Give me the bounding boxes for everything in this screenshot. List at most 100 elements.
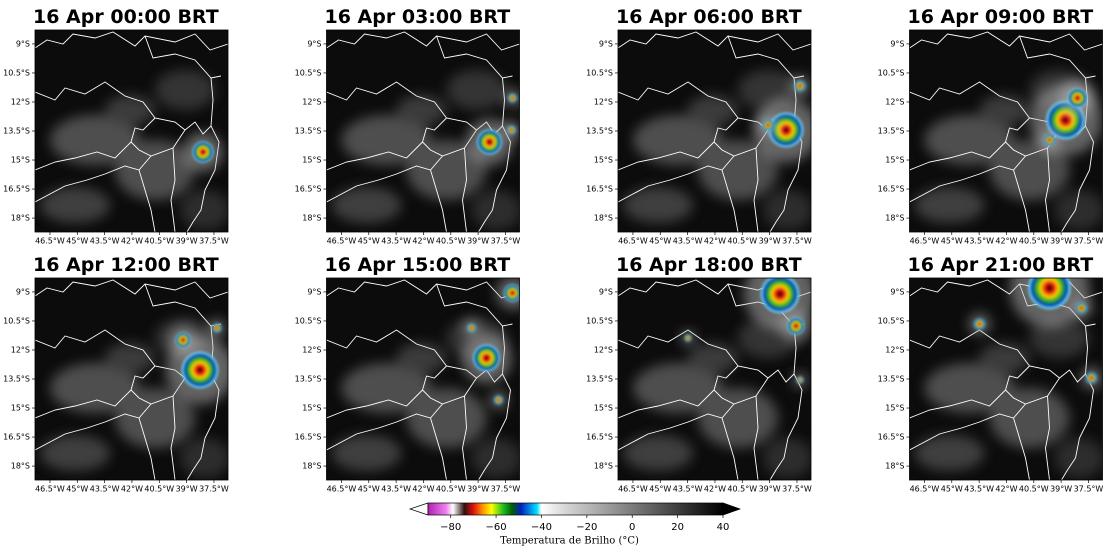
panel-title: 16 Apr 00:00 BRT (33, 6, 219, 28)
y-tick-label: 18°S (11, 462, 30, 471)
map-panel: 16 Apr 12:00 BRT 46.5°W 45°W 43.5°W 42°W 40.5… (3, 254, 229, 494)
x-tick-label: 45°W (941, 485, 963, 494)
y-tick-label: 9°S (599, 39, 613, 48)
y-tick-label: 16.5°S (295, 185, 322, 194)
storm-cell (175, 332, 191, 348)
panel-title: 16 Apr 06:00 BRT (616, 6, 802, 28)
y-tick-label: 13.5°S (3, 127, 30, 136)
x-tick-label: 39°W (176, 237, 198, 246)
x-tick-label: 42°W (412, 485, 434, 494)
colorbar-tick-label: −80 (440, 522, 461, 533)
y-tick-label: 12°S (11, 97, 30, 106)
x-tick-label: 43.5°W (964, 485, 994, 494)
colorbar-extend-low (408, 502, 429, 516)
x-tick-label: 46.5°W (35, 485, 65, 494)
x-tick-label: 40.5°W (727, 485, 757, 494)
y-tick-label: 12°S (885, 97, 904, 106)
x-tick-label: 37.5°W (1074, 485, 1104, 494)
x-tick-label: 42°W (995, 237, 1017, 246)
panel-title: 16 Apr 03:00 BRT (325, 6, 511, 28)
x-tick-label: 42°W (412, 237, 434, 246)
storm-cell (760, 278, 800, 314)
colorbar-tick-label: −40 (531, 522, 552, 533)
storm-cell (787, 317, 805, 335)
y-tick-label: 18°S (594, 462, 613, 471)
x-tick-label: 46.5°W (618, 237, 648, 246)
storm-cell (1067, 88, 1088, 108)
y-tick-label: 16.5°S (586, 433, 613, 442)
y-tick-label: 18°S (885, 462, 904, 471)
map-image (35, 30, 230, 232)
y-tick-label: 9°S (16, 39, 30, 48)
y-tick-label: 10.5°S (295, 68, 322, 77)
map-panel: 16 Apr 15:00 BRT 46.5°W 45°W 43.5°W 42°W 40.5… (295, 254, 521, 494)
x-tick-label: 37.5°W (1074, 237, 1104, 246)
x-tick-label: 46.5°W (618, 485, 648, 494)
x-tick-label: 43.5°W (381, 485, 411, 494)
x-tick-label: 37.5°W (782, 237, 812, 246)
y-tick-label: 13.5°S (3, 375, 30, 384)
y-tick-label: 15°S (594, 404, 613, 413)
x-tick-label: 46.5°W (327, 485, 357, 494)
panel-title: 16 Apr 15:00 BRT (325, 254, 511, 276)
storm-cell (192, 141, 214, 163)
map-panel: 16 Apr 00:00 BRT 46.5°W 45°W 43.5°W 42°W 40.5… (3, 6, 230, 246)
y-tick-label: 18°S (11, 214, 30, 223)
x-tick-label: 37.5°W (199, 485, 229, 494)
storm-cell (506, 125, 517, 135)
y-tick-label: 16.5°S (3, 185, 30, 194)
y-tick-label: 12°S (11, 345, 30, 354)
y-tick-label: 15°S (302, 404, 321, 413)
storm-cell (472, 344, 501, 372)
map-image (618, 30, 811, 232)
y-tick-label: 10.5°S (586, 68, 613, 77)
storm-cell (466, 323, 477, 333)
panel-title: 16 Apr 21:00 BRT (908, 254, 1094, 276)
colorbar-extend-high (722, 502, 742, 516)
y-tick-label: 12°S (302, 345, 321, 354)
x-tick-label: 45°W (649, 237, 671, 246)
colorbar-tick-label: −20 (576, 522, 597, 533)
y-tick-label: 12°S (594, 97, 613, 106)
x-tick-label: 40.5°W (144, 237, 174, 246)
x-tick-label: 39°W (467, 485, 489, 494)
map-image (910, 30, 1105, 232)
y-tick-label: 9°S (307, 39, 321, 48)
y-tick-label: 10.5°S (295, 316, 322, 325)
storm-cell (1075, 302, 1088, 314)
storm-cell (794, 80, 806, 92)
storm-cell (1027, 278, 1072, 310)
y-tick-label: 9°S (599, 287, 613, 296)
y-tick-label: 10.5°S (586, 316, 613, 325)
storm-cell (476, 129, 503, 155)
colorbar-label: Temperatura de Brilho (°C) (500, 536, 639, 547)
x-tick-label: 40.5°W (727, 237, 757, 246)
y-tick-label: 9°S (890, 287, 904, 296)
y-tick-label: 13.5°S (586, 375, 613, 384)
y-tick-label: 13.5°S (295, 127, 322, 136)
panel-title: 16 Apr 12:00 BRT (33, 254, 219, 276)
y-tick-label: 15°S (594, 156, 613, 165)
map-image (618, 278, 811, 480)
y-tick-label: 10.5°S (3, 68, 30, 77)
y-tick-label: 9°S (16, 287, 30, 296)
x-tick-label: 40.5°W (436, 485, 466, 494)
x-tick-label: 43.5°W (964, 237, 994, 246)
storm-cell (1043, 134, 1056, 146)
x-tick-label: 46.5°W (35, 237, 65, 246)
x-tick-label: 42°W (121, 485, 143, 494)
colorbar-tick-label: 20 (671, 522, 684, 533)
map-panel: 16 Apr 21:00 BRT 46.5°W 45°W 43.5°W 42°W 40.5… (878, 254, 1104, 494)
x-tick-label: 43.5°W (381, 237, 411, 246)
y-tick-label: 13.5°S (295, 375, 322, 384)
map-image (327, 30, 520, 232)
x-tick-label: 37.5°W (199, 237, 229, 246)
y-tick-label: 15°S (11, 156, 30, 165)
storm-cell (796, 376, 804, 384)
y-tick-label: 12°S (885, 345, 904, 354)
storm-cell (762, 119, 774, 131)
map-image (35, 278, 228, 480)
y-tick-label: 16.5°S (878, 433, 905, 442)
y-tick-label: 18°S (885, 214, 904, 223)
